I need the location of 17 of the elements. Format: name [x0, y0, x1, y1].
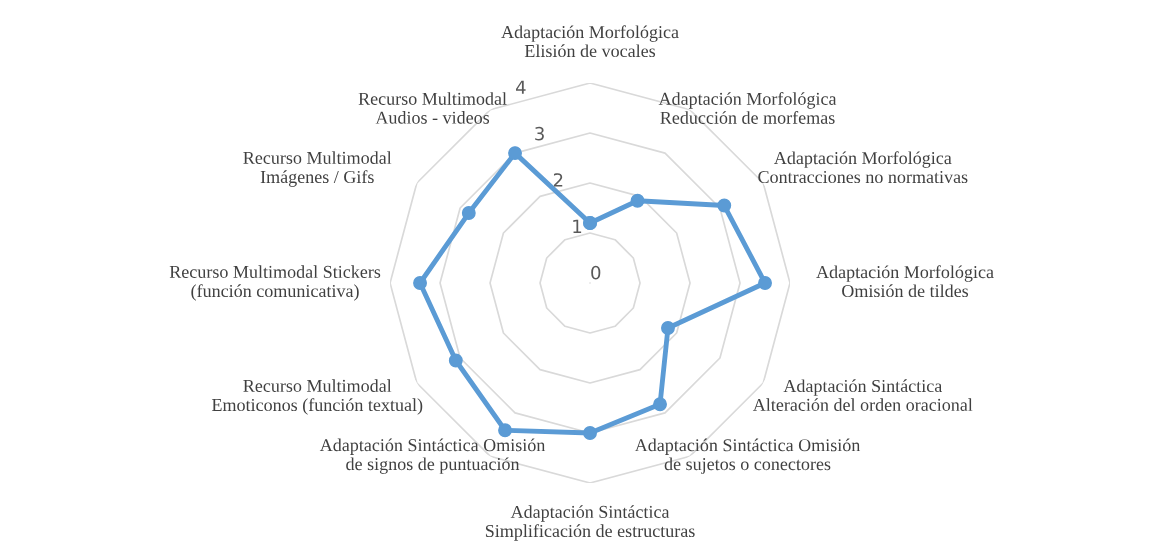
spoke-label: Adaptación Sintáctica Alteración del orden oracional: [752, 379, 973, 411]
spoke-label: Adaptación Morfológica Reducción de morfemas: [658, 92, 837, 124]
spoke-label: Adaptación Sintáctica Omisión de signos de puntuación: [319, 438, 546, 474]
spoke-label: Adaptación Morfológica Elisión de vocales: [501, 25, 679, 58]
spoke-label: Recurso Multimodal Emoticonos (función textual): [211, 379, 423, 415]
y-tick-label: 0: [591, 265, 601, 280]
spoke-label: Adaptación Sintáctica Omisión de sujetos o conectores: [634, 438, 861, 474]
y-tick-label: 2: [553, 173, 563, 187]
spoke-label: Recurso Multimodal Imágenes / Gifs: [243, 151, 392, 187]
spoke-label: Recurso Multimodal Audios - videos: [358, 92, 507, 124]
spoke-label: Adaptación Morfológica Contracciones no normativas: [758, 151, 968, 184]
y-tick-label: 1: [573, 219, 582, 233]
spoke-label: Recurso Multimodal Stickers (función comunicativa): [169, 265, 381, 301]
spoke-label: Adaptación Morfológica Omisión de tildes: [816, 265, 994, 298]
y-tick-label: 4: [516, 80, 526, 94]
y-tick-label: 3: [535, 126, 544, 141]
spoke-label: Adaptación Sintáctica Simplificación de estructuras: [485, 505, 695, 541]
